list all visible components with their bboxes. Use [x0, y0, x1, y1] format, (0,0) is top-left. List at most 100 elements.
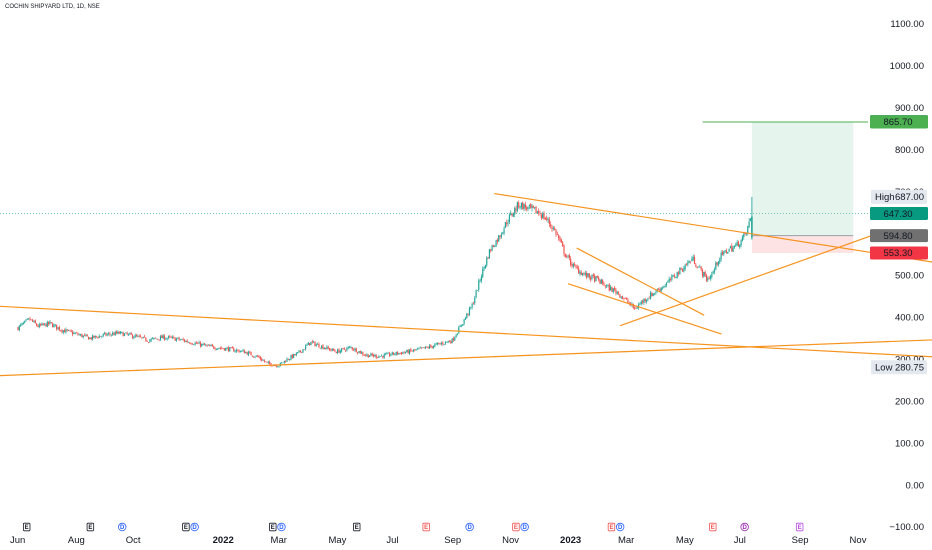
candle-body — [378, 356, 380, 358]
dividend-marker[interactable] — [520, 522, 529, 532]
candle-body — [495, 240, 497, 247]
earnings-marker[interactable] — [86, 522, 95, 532]
candle-body — [250, 352, 252, 356]
price-axis: 1100.001000.00900.00800.00700.00600.0050… — [889, 19, 924, 533]
candle-body — [716, 262, 718, 265]
candle-body — [717, 261, 720, 265]
candle-body — [621, 296, 624, 299]
dividend-marker[interactable] — [118, 522, 127, 532]
candle-body — [480, 276, 483, 281]
trendline[interactable] — [576, 247, 705, 316]
earnings-marker[interactable] — [422, 522, 430, 532]
price-tick-label: 1000.00 — [890, 61, 924, 72]
dividend-marker[interactable] — [740, 522, 749, 532]
event-glyph: E — [424, 525, 428, 531]
dividend-marker[interactable] — [615, 522, 625, 532]
event-glyph: D — [522, 525, 527, 531]
candle-body — [165, 338, 167, 340]
candle-body — [382, 355, 384, 358]
trendline[interactable] — [567, 283, 722, 335]
candle-body — [60, 330, 62, 332]
candle-body — [578, 268, 580, 274]
candle-body — [418, 348, 420, 350]
candle-body — [550, 224, 552, 226]
price-tick-label: −100.00 — [889, 522, 924, 533]
earnings-marker[interactable] — [269, 522, 277, 532]
dividend-marker[interactable] — [465, 522, 474, 532]
candle-body — [355, 348, 357, 353]
price-tick-label: 500.00 — [895, 271, 924, 282]
candle-body — [635, 308, 637, 309]
candle-body — [672, 275, 674, 277]
candle-body — [556, 234, 558, 235]
earnings-marker[interactable] — [353, 522, 361, 532]
candle-body — [266, 361, 268, 363]
candle-body — [463, 319, 465, 324]
price-tick-label: 400.00 — [895, 313, 924, 324]
candle-body — [91, 335, 94, 340]
candle-body — [213, 346, 215, 349]
candle-body — [356, 352, 359, 354]
price-tick-label: 800.00 — [895, 145, 924, 156]
candle-body — [326, 346, 328, 350]
event-glyph: D — [279, 525, 284, 531]
candle-body — [696, 266, 698, 268]
candle-body — [175, 338, 178, 341]
candle-body — [62, 330, 64, 333]
candle-body — [420, 347, 423, 349]
candle-body — [735, 244, 737, 246]
candle-body — [102, 334, 104, 336]
candle-body — [510, 213, 512, 216]
candle-body — [511, 213, 513, 216]
candle-body — [452, 338, 455, 341]
earnings-marker[interactable] — [512, 522, 520, 532]
candle-body — [747, 226, 749, 234]
candle-body — [241, 350, 243, 352]
candle-body — [344, 350, 347, 351]
candle-body — [736, 242, 738, 246]
earnings-marker[interactable] — [182, 522, 190, 532]
trendline[interactable] — [619, 230, 884, 327]
earnings-marker[interactable] — [22, 522, 31, 532]
candle-body — [496, 239, 499, 242]
candle-body — [594, 275, 596, 282]
trendline[interactable] — [0, 338, 932, 377]
earnings-marker[interactable] — [607, 522, 616, 532]
candle-body — [712, 271, 714, 274]
earnings-marker[interactable] — [709, 522, 717, 532]
dividend-marker[interactable] — [277, 522, 286, 532]
price-tick-label: 1100.00 — [890, 19, 924, 30]
candle-body — [727, 252, 729, 254]
candle-body — [375, 354, 377, 358]
trendline[interactable] — [494, 192, 932, 265]
candle-body — [289, 359, 291, 361]
candle-body — [564, 253, 566, 258]
candle-body — [371, 353, 373, 356]
time-tick-label: Sep — [444, 535, 461, 546]
candle-body — [472, 303, 475, 305]
candle-body — [576, 267, 578, 269]
event-glyph: E — [711, 525, 715, 531]
candle-body — [548, 219, 550, 224]
candle-body — [707, 278, 709, 281]
candle-body — [138, 336, 140, 337]
candle-body — [530, 204, 532, 208]
candle-body — [171, 336, 174, 338]
dividend-marker[interactable] — [190, 522, 199, 532]
earnings-marker[interactable] — [795, 522, 804, 532]
candle-body — [591, 274, 593, 279]
candle-body — [346, 347, 348, 351]
trendline[interactable] — [0, 304, 932, 359]
time-tick-label: Aug — [68, 535, 85, 546]
candle-body — [366, 354, 368, 356]
candle-body — [703, 271, 705, 277]
candle-body — [251, 355, 253, 357]
candle-body — [81, 334, 83, 338]
hilo-tag-value: 687.00 — [895, 192, 924, 203]
candle-body — [97, 337, 99, 338]
candle-body — [199, 342, 202, 347]
candle-body — [22, 322, 24, 324]
candle-body — [103, 332, 106, 334]
candle-body — [451, 338, 453, 344]
